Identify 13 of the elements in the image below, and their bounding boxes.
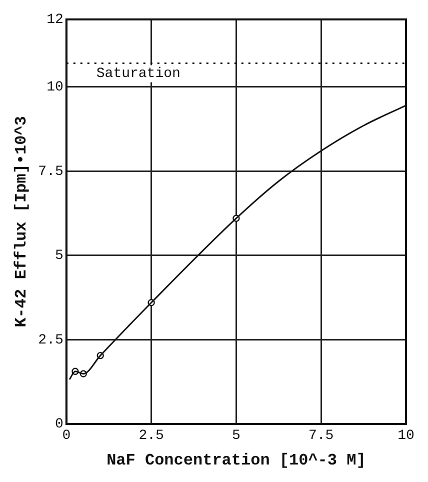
x-tick-label: 10 <box>398 428 414 444</box>
ref-line-label: Saturation <box>96 66 180 82</box>
y-tick-label: 12 <box>46 12 64 28</box>
y-tick-label: 7.5 <box>38 164 64 180</box>
y-axis-title: K-42 Efflux [Ipm]•10^3 <box>12 116 31 328</box>
x-tick-label: 7.5 <box>308 428 334 444</box>
y-tick-label: 2.5 <box>38 332 64 348</box>
y-tick-label: 0 <box>55 416 64 433</box>
x-tick-label: 5 <box>232 428 240 444</box>
y-tick-label: 5 <box>55 248 64 264</box>
x-tick-label: 2.5 <box>138 428 164 444</box>
x-axis-title: NaF Concentration [10^-3 M] <box>106 451 366 470</box>
y-tick-label: 10 <box>46 80 64 96</box>
